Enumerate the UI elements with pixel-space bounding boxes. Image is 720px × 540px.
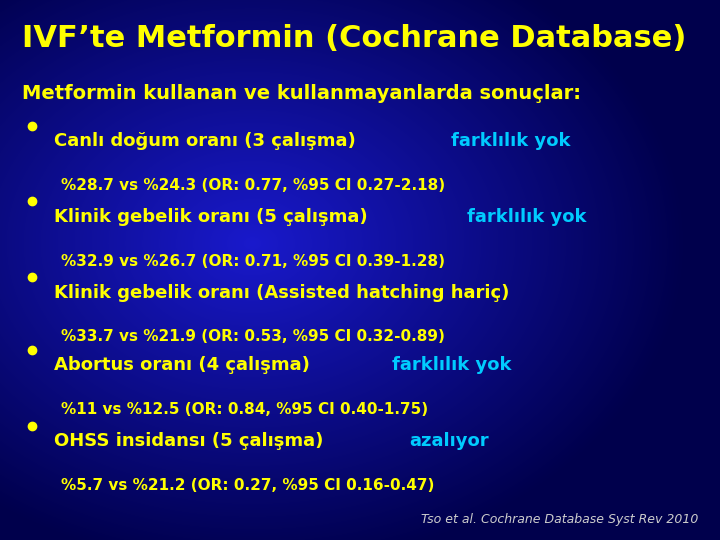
Text: %11 vs %12.5 (OR: 0.84, %95 CI 0.40-1.75): %11 vs %12.5 (OR: 0.84, %95 CI 0.40-1.75…	[61, 402, 428, 417]
Text: Klinik gebelik oranı (Assisted hatching hariç): Klinik gebelik oranı (Assisted hatching …	[54, 284, 509, 301]
Text: %32.9 vs %26.7 (OR: 0.71, %95 CI 0.39-1.28): %32.9 vs %26.7 (OR: 0.71, %95 CI 0.39-1.…	[61, 254, 445, 269]
Text: Metformin kullanan ve kullanmayanlarda sonuçlar:: Metformin kullanan ve kullanmayanlarda s…	[22, 84, 580, 103]
Text: %5.7 vs %21.2 (OR: 0.27, %95 CI 0.16-0.47): %5.7 vs %21.2 (OR: 0.27, %95 CI 0.16-0.4…	[61, 478, 435, 493]
Text: farklılık yok: farklılık yok	[467, 208, 586, 226]
Text: farklılık yok: farklılık yok	[451, 132, 571, 150]
Text: Tso et al. Cochrane Database Syst Rev 2010: Tso et al. Cochrane Database Syst Rev 20…	[421, 514, 698, 526]
Text: Klinik gebelik oranı (5 çalışma): Klinik gebelik oranı (5 çalışma)	[54, 208, 374, 226]
Text: %33.7 vs %21.9 (OR: 0.53, %95 CI 0.32-0.89): %33.7 vs %21.9 (OR: 0.53, %95 CI 0.32-0.…	[61, 329, 445, 345]
Text: Abortus oranı (4 çalışma): Abortus oranı (4 çalışma)	[54, 356, 316, 374]
Text: IVF’te Metformin (Cochrane Database): IVF’te Metformin (Cochrane Database)	[22, 24, 686, 53]
Text: farklılık yok: farklılık yok	[392, 356, 512, 374]
Text: %28.7 vs %24.3 (OR: 0.77, %95 CI 0.27-2.18): %28.7 vs %24.3 (OR: 0.77, %95 CI 0.27-2.…	[61, 178, 446, 193]
Text: Canlı doğum oranı (3 çalışma): Canlı doğum oranı (3 çalışma)	[54, 132, 362, 150]
Text: azalıyor: azalıyor	[410, 432, 490, 450]
Text: OHSS insidansı (5 çalışma): OHSS insidansı (5 çalışma)	[54, 432, 330, 450]
